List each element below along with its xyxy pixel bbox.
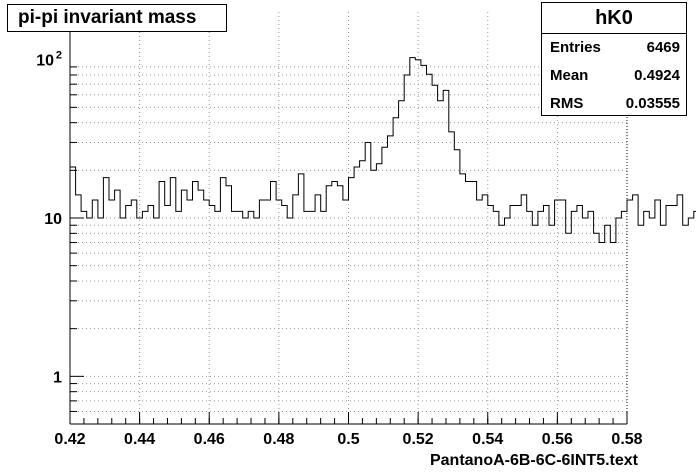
x-axis-label: PantanoA-6B-6C-6INT5.text <box>429 452 638 469</box>
stats-box: hK0 Entries 6469 Mean 0.4924 RMS 0.03555 <box>541 2 687 116</box>
x-tick-label: 0.52 <box>403 431 434 448</box>
stats-row-entries: Entries 6469 <box>542 34 686 62</box>
ticks: 0.42 0.44 0.46 0.48 0.5 0.52 0.54 0.56 0.58 1 10 10… <box>36 50 642 448</box>
x-tick-label: 0.58 <box>611 431 642 448</box>
stats-label: Entries <box>550 39 601 56</box>
stats-row-rms: RMS 0.03555 <box>542 90 686 118</box>
x-tick-label: 0.56 <box>542 431 573 448</box>
stats-row-mean: Mean 0.4924 <box>542 62 686 90</box>
chart-title: pi-pi invariant mass <box>7 4 227 32</box>
x-tick-label: 0.44 <box>124 431 155 448</box>
histogram-line <box>70 57 696 243</box>
stats-label: RMS <box>550 95 584 112</box>
y-tick-label: 10 <box>36 53 54 70</box>
y-tick-exponent: 2 <box>56 50 62 62</box>
stats-value: 0.4924 <box>634 67 680 84</box>
histogram-name: hK0 <box>542 3 686 34</box>
stats-label: Mean <box>550 67 589 84</box>
x-tick-label: 0.54 <box>472 431 503 448</box>
x-tick-label: 0.46 <box>194 431 225 448</box>
stats-value: 0.03555 <box>625 95 680 112</box>
x-tick-label: 0.5 <box>337 431 359 448</box>
y-tick-label: 1 <box>53 369 62 386</box>
x-tick-label: 0.48 <box>263 431 294 448</box>
grid <box>70 12 627 425</box>
y-tick-label: 10 <box>44 211 62 228</box>
x-tick-label: 0.42 <box>54 431 85 448</box>
stats-value: 6469 <box>646 39 680 56</box>
